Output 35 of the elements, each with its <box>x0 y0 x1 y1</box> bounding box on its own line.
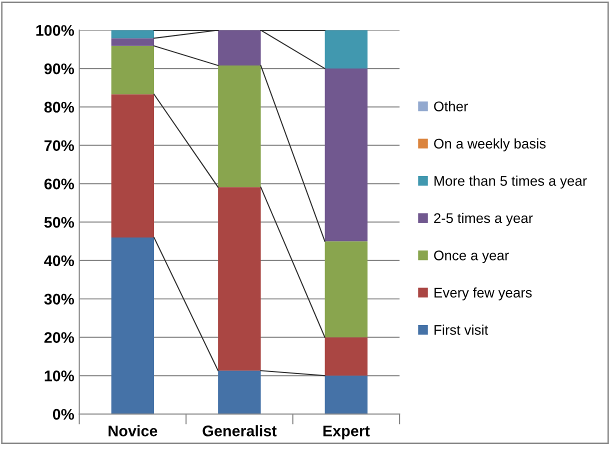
x-tick-label: Generalist <box>202 425 277 436</box>
bar <box>324 241 368 338</box>
legend-label: Other <box>434 101 468 112</box>
bar <box>111 30 154 38</box>
bar <box>218 370 261 414</box>
x-tick-label: Expert <box>323 426 370 440</box>
y-tick-label: 20% <box>44 332 74 343</box>
bar <box>324 376 368 414</box>
bar <box>111 46 154 94</box>
y-tick-label: 70% <box>44 140 74 152</box>
bar <box>218 65 261 188</box>
bar <box>111 237 154 414</box>
legend-label: Once a year <box>434 250 509 264</box>
y-tick-label: 40% <box>44 255 74 266</box>
y-tick-label: 90% <box>44 63 74 74</box>
y-tick-label: 80% <box>44 102 74 113</box>
x-tick-label: Novice <box>108 425 158 436</box>
y-tick-label: 100% <box>36 25 74 36</box>
y-tick-label: 50% <box>44 216 74 228</box>
legend-label: Every few years <box>434 287 532 300</box>
bar <box>111 94 154 238</box>
bar <box>324 30 368 69</box>
y-tick-label: 10% <box>44 370 74 382</box>
bar <box>324 68 368 242</box>
bar <box>111 38 154 46</box>
legend-label: More than 5 times a year <box>434 176 587 189</box>
legend-label: First visit <box>434 324 488 335</box>
y-tick-label: 0% <box>52 408 74 420</box>
bar <box>218 30 261 66</box>
y-tick-label: 60% <box>44 178 74 190</box>
y-tick-label: 30% <box>44 294 74 305</box>
legend-label: 2-5 times a year <box>434 212 533 226</box>
legend-label: On a weekly basis <box>434 138 546 152</box>
bar <box>324 337 368 376</box>
bar <box>218 187 261 371</box>
